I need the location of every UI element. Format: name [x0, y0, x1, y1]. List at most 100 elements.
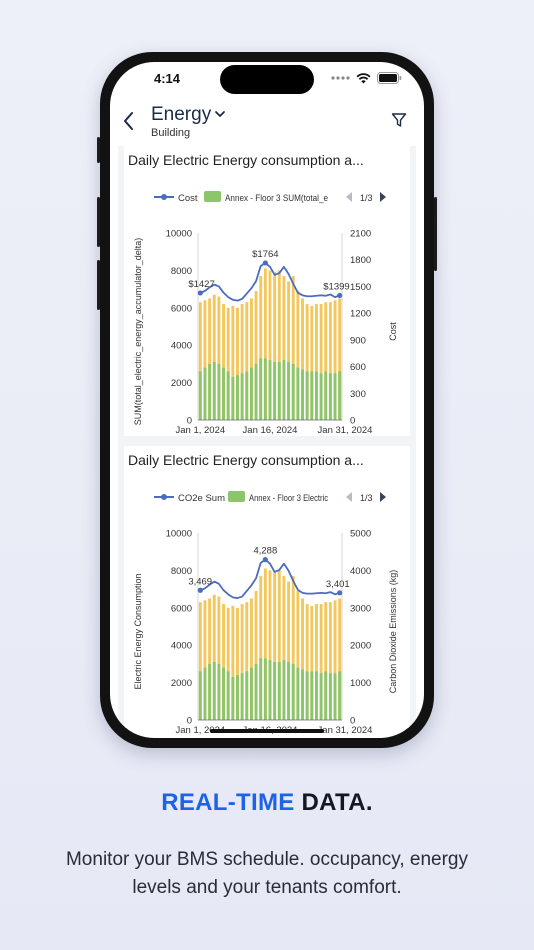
- bar-annex: [245, 671, 249, 720]
- bar-annex: [301, 369, 304, 420]
- bar-annex: [240, 673, 244, 720]
- y-tick-label: 6000: [171, 603, 192, 614]
- bar-total: [198, 302, 202, 420]
- bar-total: [282, 276, 286, 420]
- dashboard-scroll[interactable]: Daily Electric Energy consumption a... C…: [118, 146, 416, 736]
- page-title[interactable]: Energy: [151, 104, 212, 125]
- bar-annex: [296, 667, 300, 720]
- bar-total: [319, 604, 323, 720]
- volume-up-button: [97, 197, 100, 247]
- bar-annex: [315, 671, 318, 720]
- bar-total: [305, 604, 309, 720]
- y-tick-label: 6000: [171, 303, 192, 314]
- y2-tick-label: 3000: [350, 603, 371, 614]
- status-time: 4:14: [154, 71, 181, 86]
- bar-annex: [287, 362, 291, 420]
- legend-bar-label: Annex - Floor 3 Electric: [249, 493, 328, 504]
- bar-total: [240, 304, 244, 420]
- bar-total: [291, 276, 295, 420]
- y2-tick-label: 600: [350, 362, 366, 373]
- bar-total: [277, 570, 281, 720]
- y2-axis-title: Cost: [388, 322, 398, 341]
- bar-annex: [226, 671, 230, 720]
- y2-tick-label: 2100: [350, 229, 371, 240]
- bar-total: [208, 298, 212, 420]
- bar-total: [212, 594, 216, 720]
- bar-total: [236, 307, 239, 420]
- bar-annex: [231, 676, 235, 720]
- bar-total: [231, 305, 235, 420]
- x-tick-label: Jan 1, 2024: [175, 725, 225, 736]
- data-label-peak: $1764: [252, 249, 278, 260]
- wifi-icon: [356, 72, 371, 83]
- bar-annex: [273, 362, 277, 420]
- bar-total: [217, 596, 221, 720]
- bar-total: [287, 581, 291, 720]
- bar-annex: [291, 663, 295, 720]
- bar-annex: [231, 376, 235, 420]
- x-tick-label: Jan 31, 2024: [318, 425, 373, 436]
- bar-total: [301, 598, 304, 720]
- chevron-down-icon[interactable]: [214, 108, 226, 120]
- y-tick-label: 8000: [171, 266, 192, 277]
- chevron-left-icon[interactable]: [120, 110, 138, 132]
- headline-accent: REAL-TIME: [161, 789, 295, 816]
- status-icons: [330, 72, 402, 84]
- bar-annex: [259, 358, 263, 420]
- bar-annex: [203, 367, 207, 420]
- line-series: [199, 262, 340, 302]
- y2-tick-label: 1200: [350, 309, 371, 320]
- bar-total: [249, 598, 253, 720]
- legend-line-label: CO2e Sum: [178, 493, 225, 504]
- bar-total: [203, 300, 207, 420]
- y-tick-label: 10000: [166, 529, 192, 540]
- filter-icon[interactable]: [391, 112, 407, 128]
- data-label-end: 3,401: [326, 579, 350, 590]
- bar-annex: [268, 660, 272, 720]
- bar-total: [333, 600, 337, 720]
- bar-annex: [273, 662, 277, 720]
- bar-total: [226, 607, 230, 720]
- bar-annex: [333, 373, 337, 420]
- y2-axis-title: Carbon Dioxide Emissions (kg): [388, 570, 398, 694]
- bar-annex: [208, 663, 212, 720]
- bar-annex: [249, 367, 253, 420]
- marketing-body: Monitor your BMS schedule. occupancy, en…: [65, 849, 468, 898]
- bar-total: [324, 602, 328, 720]
- bar-total: [315, 604, 318, 720]
- bar-total: [245, 602, 249, 720]
- y-tick-label: 0: [187, 416, 192, 427]
- y-tick-label: 2000: [171, 378, 192, 389]
- y2-tick-label: 0: [350, 716, 355, 727]
- bar-total: [245, 302, 249, 420]
- bar-total: [268, 270, 272, 420]
- bar-annex: [333, 673, 337, 720]
- bar-annex: [198, 371, 202, 420]
- home-indicator[interactable]: [210, 729, 324, 733]
- bar-total: [328, 302, 332, 420]
- y2-tick-label: 5000: [350, 529, 371, 540]
- bar-annex: [319, 673, 323, 720]
- bar-annex: [254, 363, 258, 420]
- app-screen: 4:14 Energy Building: [110, 62, 424, 738]
- bar-annex: [328, 673, 332, 720]
- bar-total: [328, 602, 332, 720]
- bar-total: [273, 272, 277, 420]
- line-point: [197, 587, 203, 593]
- bar-total: [277, 270, 281, 420]
- bar-annex: [245, 371, 249, 420]
- bar-annex: [226, 371, 230, 420]
- bar-annex: [287, 662, 291, 720]
- line-point: [337, 292, 343, 299]
- bar-total: [296, 290, 300, 420]
- line-point: [262, 557, 268, 563]
- legend-next-icon: [380, 192, 386, 202]
- bar-total: [231, 605, 235, 720]
- bar-annex: [236, 675, 239, 720]
- chart-card: Daily Electric Energy consumption a... C…: [124, 146, 410, 436]
- bar-total: [310, 305, 314, 420]
- legend-prev-icon: [346, 192, 352, 202]
- legend-pager: 1/3: [360, 493, 373, 503]
- bar-annex: [198, 671, 202, 720]
- bar-annex: [305, 371, 309, 420]
